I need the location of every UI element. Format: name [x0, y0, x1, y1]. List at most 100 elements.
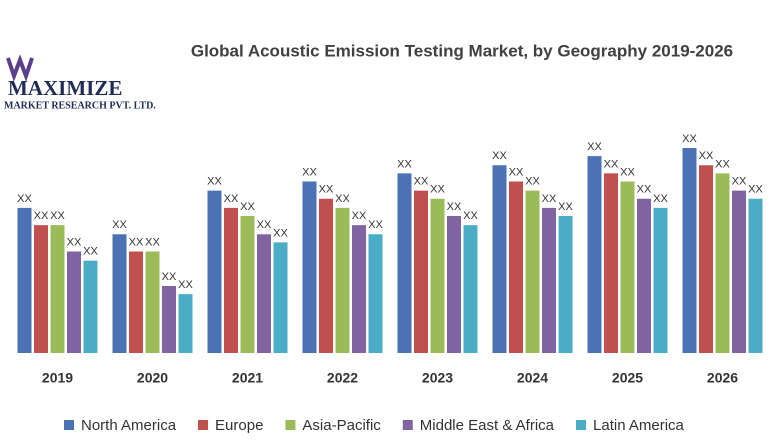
bar	[430, 198, 445, 353]
bar	[67, 251, 81, 353]
bar	[178, 294, 193, 353]
x-tick-label: 2020	[137, 370, 168, 386]
bar	[699, 165, 713, 353]
legend-label: Middle East & Africa	[420, 417, 555, 434]
value-label: XX	[525, 176, 540, 188]
x-tick-label: 2022	[327, 370, 358, 386]
value-label: XX	[129, 236, 144, 248]
x-tick-label: 2025	[612, 370, 643, 386]
value-label: XX	[368, 219, 383, 231]
bar	[112, 234, 127, 353]
bar	[50, 225, 65, 353]
value-label: XX	[224, 193, 239, 205]
legend-label: Asia-Pacific	[302, 417, 381, 434]
value-label: XX	[732, 176, 747, 188]
value-label: XX	[509, 166, 524, 178]
legend-swatch	[64, 420, 74, 430]
value-label: XX	[699, 150, 714, 162]
value-label: XX	[414, 176, 429, 188]
value-label: XX	[240, 201, 255, 213]
bar	[620, 181, 635, 353]
legend-swatch	[576, 420, 587, 430]
legend-swatch	[198, 420, 209, 430]
bar	[302, 181, 317, 353]
value-label: XX	[145, 236, 160, 248]
bar	[463, 225, 478, 353]
x-tick-label: 2024	[517, 370, 548, 386]
value-label: XX	[335, 193, 350, 205]
bar	[509, 181, 523, 353]
bar	[145, 251, 160, 353]
x-tick-label: 2023	[422, 370, 453, 386]
bar	[587, 156, 602, 353]
value-label: XX	[653, 193, 668, 205]
legend-label: Europe	[215, 417, 263, 434]
bar	[732, 190, 746, 353]
bar	[83, 260, 98, 353]
value-label: XX	[207, 176, 222, 188]
bar	[653, 207, 668, 353]
value-label: XX	[112, 219, 127, 231]
logo-name: MAXIMIZE	[8, 76, 122, 100]
bar	[637, 198, 651, 353]
legend-label: Latin America	[593, 417, 685, 434]
bar	[525, 190, 540, 353]
value-label: XX	[492, 150, 507, 162]
value-label: XX	[397, 158, 412, 170]
logo-icon	[6, 54, 34, 82]
bar	[447, 215, 461, 353]
bar	[207, 190, 222, 353]
bar	[492, 165, 507, 353]
bar	[748, 198, 763, 353]
bar	[352, 225, 366, 353]
value-label: XX	[352, 210, 367, 222]
bar	[414, 190, 428, 353]
logo-tagline: MARKET RESEARCH PVT. LTD.	[4, 100, 156, 111]
value-label: XX	[748, 184, 763, 196]
value-label: XX	[162, 271, 177, 283]
value-label: XX	[178, 279, 193, 291]
value-label: XX	[587, 141, 602, 153]
value-label: XX	[430, 184, 445, 196]
bar	[715, 173, 730, 353]
value-label: XX	[463, 210, 478, 222]
bar	[368, 234, 383, 353]
value-label: XX	[542, 193, 557, 205]
chart-title: Global Acoustic Emission Testing Market,…	[191, 41, 733, 60]
bar	[240, 215, 255, 353]
x-tick-label: 2026	[707, 370, 738, 386]
value-label: XX	[50, 210, 65, 222]
legend-swatch	[285, 420, 296, 430]
value-label: XX	[273, 227, 288, 239]
bar	[162, 286, 176, 353]
value-label: XX	[34, 210, 49, 222]
bar	[542, 207, 556, 353]
x-tick-label: 2021	[232, 370, 263, 386]
value-label: XX	[319, 184, 334, 196]
value-label: XX	[682, 133, 697, 145]
legend-swatch	[402, 420, 413, 430]
value-label: XX	[447, 201, 462, 213]
bar	[558, 215, 573, 353]
value-label: XX	[67, 236, 82, 248]
value-label: XX	[302, 166, 317, 178]
value-label: XX	[17, 193, 32, 205]
value-label: XX	[715, 158, 730, 170]
bar	[257, 234, 271, 353]
bar	[397, 173, 412, 353]
value-label: XX	[558, 201, 573, 213]
bar	[335, 207, 350, 353]
value-label: XX	[257, 219, 272, 231]
value-label: XX	[83, 246, 98, 258]
bar	[273, 242, 288, 353]
value-label: XX	[604, 158, 619, 170]
bar	[129, 251, 143, 353]
bar	[604, 173, 618, 353]
legend-label: North America	[81, 417, 177, 434]
value-label: XX	[637, 184, 652, 196]
bar	[224, 207, 238, 353]
bar	[682, 148, 697, 353]
bar	[319, 198, 333, 353]
value-label: XX	[620, 166, 635, 178]
